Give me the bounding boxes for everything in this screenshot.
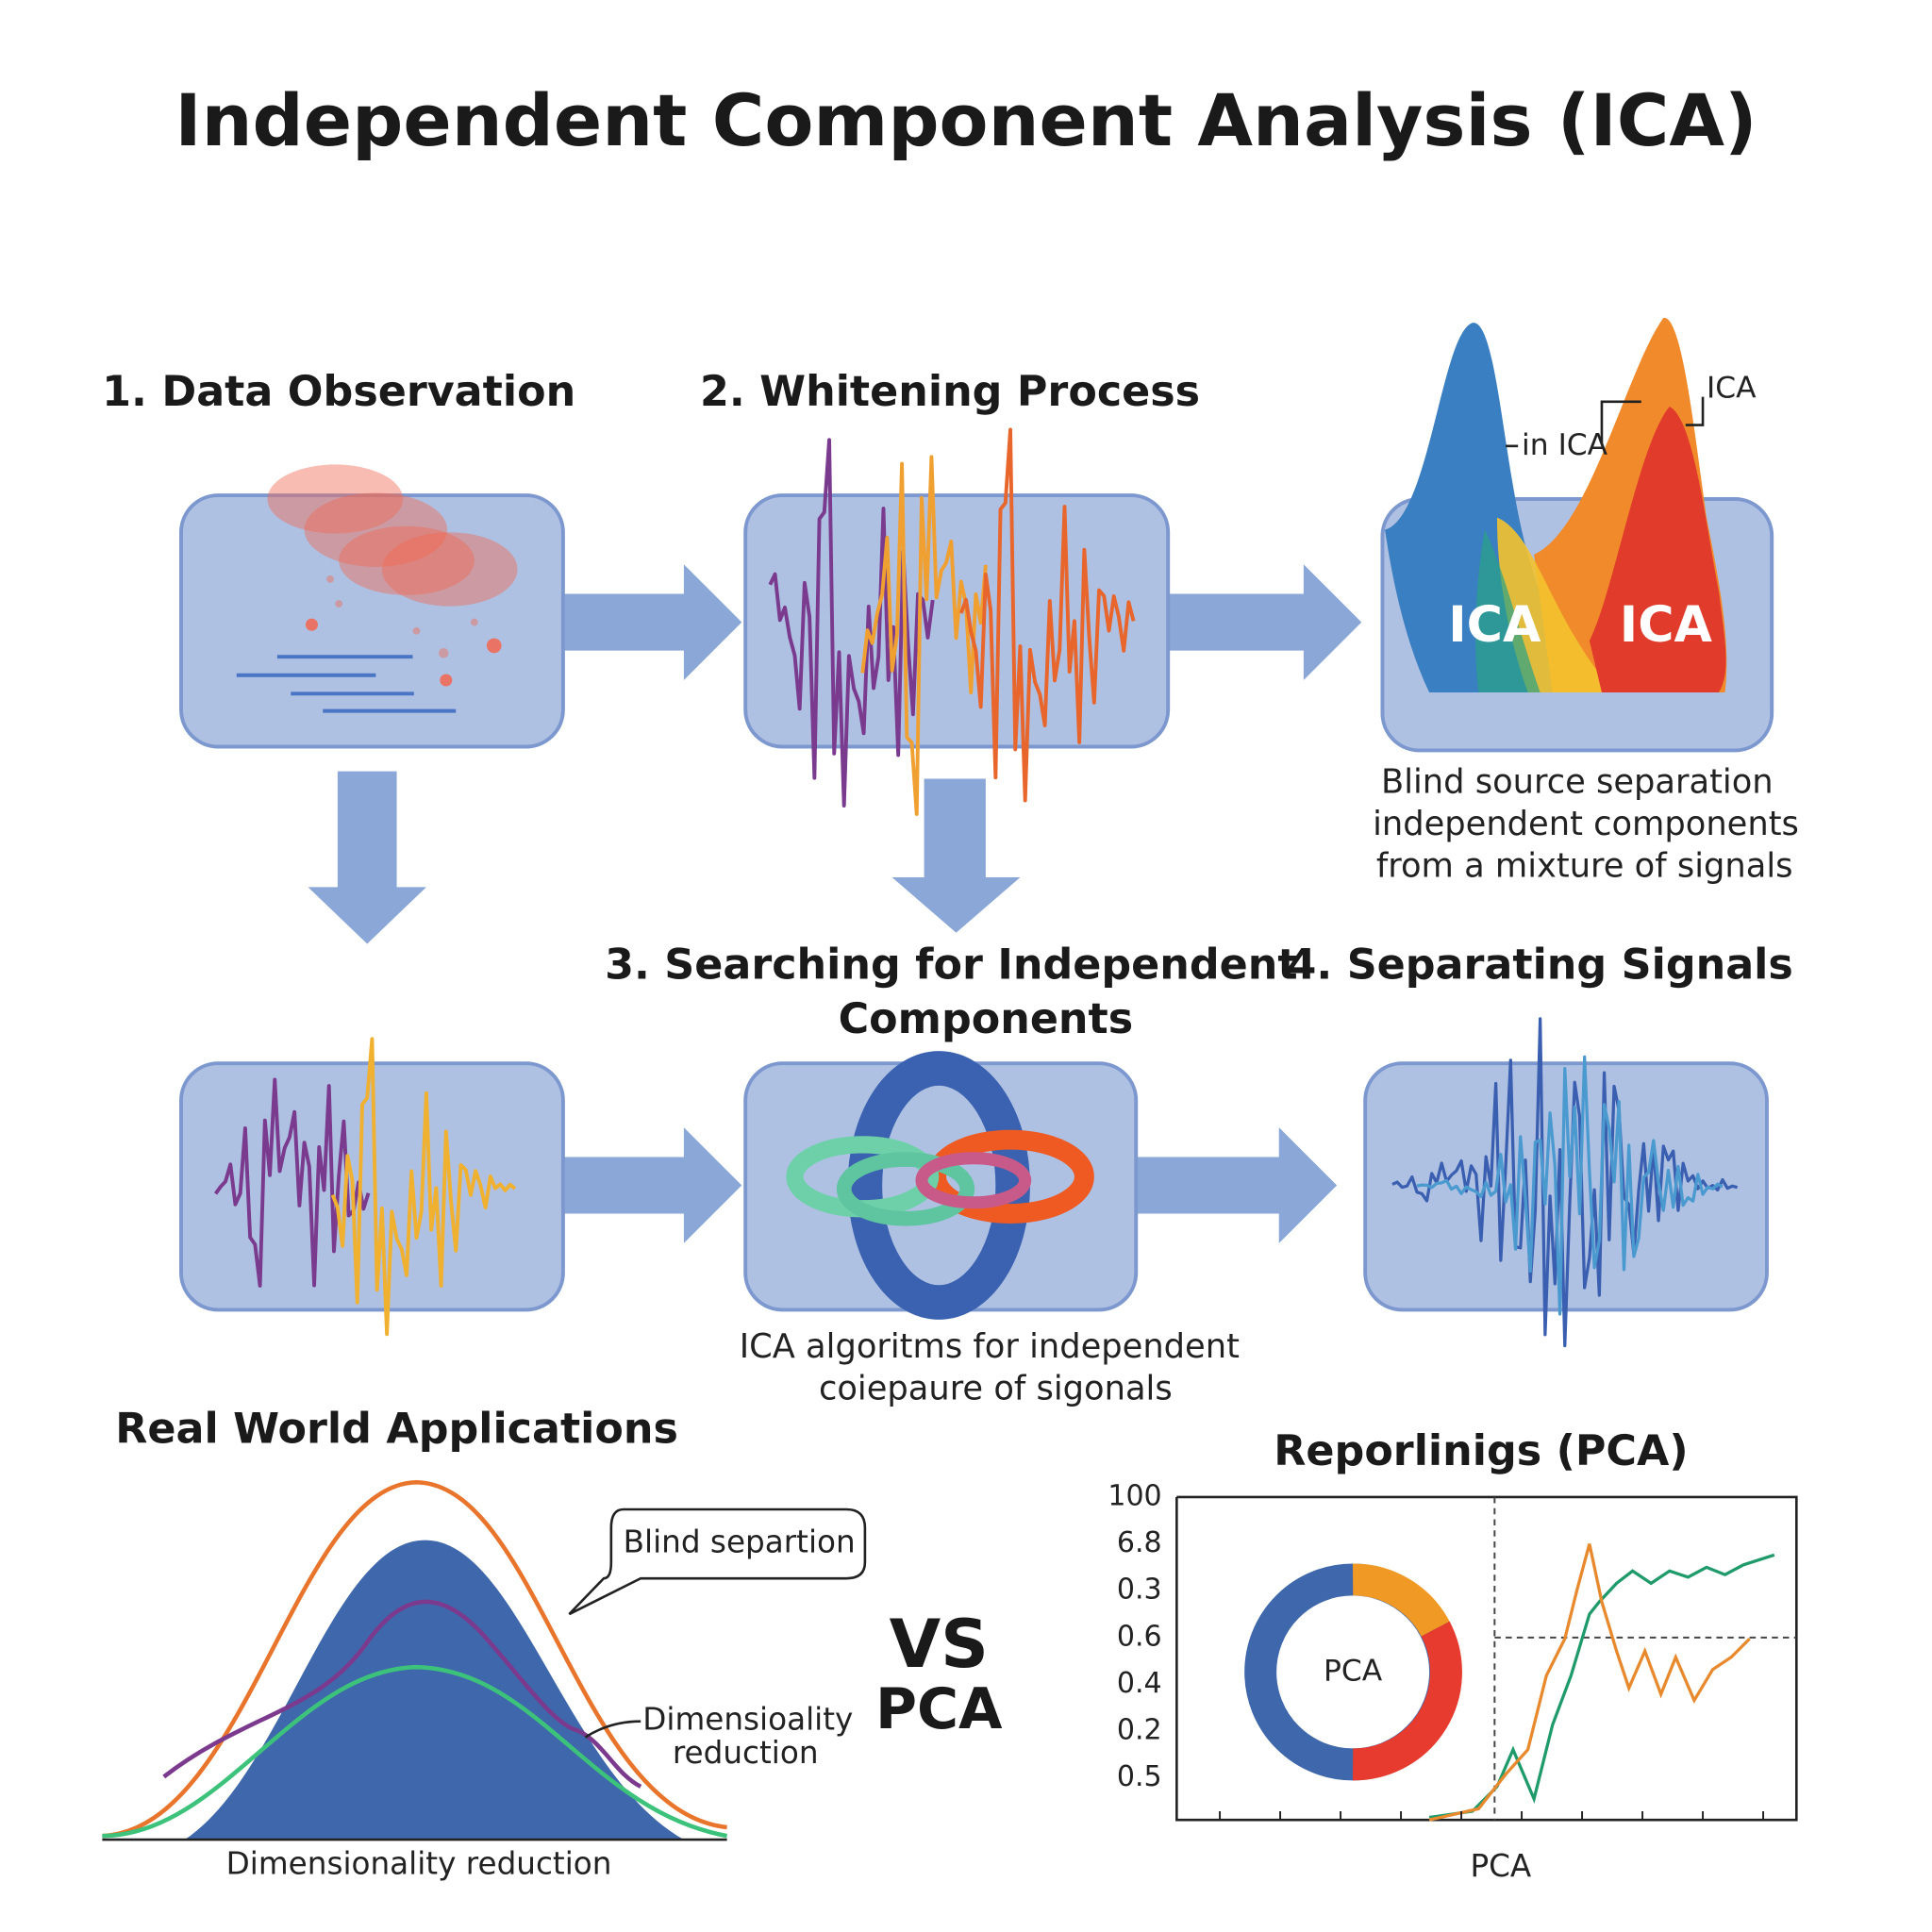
waveform [958, 427, 1136, 803]
annotation: reduction [673, 1735, 819, 1771]
caption: independent components [1373, 805, 1799, 843]
caption: from a mixture of signals [1376, 847, 1793, 886]
section-heading: Real World Applications [115, 1406, 678, 1454]
title: Independent Component Analysis (ICA) [175, 79, 1757, 162]
step-heading: 3. Searching for Independent [605, 941, 1297, 989]
peak-inner-label: ICA [1620, 597, 1713, 654]
bell-curves [102, 1479, 867, 1841]
versus: VS [890, 1606, 989, 1683]
peak-inner-label: ICA [1448, 597, 1541, 654]
step-heading: Components [839, 995, 1134, 1043]
donut-label: PCA [1324, 1654, 1383, 1688]
axis-label: PCA [1470, 1848, 1531, 1884]
peak-label: ICA [1707, 372, 1757, 406]
waveform [1416, 1055, 1724, 1316]
y-tick-label: 0.4 [1117, 1667, 1162, 1700]
axis-label: Dimensionality reduction [226, 1845, 612, 1881]
versus: PCA [875, 1676, 1003, 1742]
arrow-right [1136, 1127, 1338, 1243]
arrow-down [308, 771, 426, 944]
waveform [213, 1077, 371, 1288]
y-tick-label: 0.5 [1117, 1760, 1162, 1793]
panel [179, 493, 565, 749]
y-tick-label: 100 [1108, 1479, 1161, 1512]
y-tick-label: 0.6 [1117, 1620, 1162, 1653]
y-tick-label: 0.2 [1117, 1714, 1162, 1747]
step-heading: 4. Separating Signals [1288, 941, 1793, 989]
arrow-right [562, 1127, 742, 1243]
caption: Blind source separation [1381, 763, 1774, 802]
peak-label: in ICA [1522, 428, 1608, 462]
y-tick-label: 6.8 [1117, 1526, 1162, 1559]
arrow-right [1168, 564, 1362, 680]
waveforms [213, 427, 1739, 1348]
section-heading: Reporlinigs (PCA) [1274, 1427, 1688, 1475]
arrow-down [891, 778, 1021, 933]
caption: coiepaure of sigonals [819, 1369, 1173, 1407]
data-lines [236, 655, 457, 713]
arrows [308, 564, 1362, 1243]
cloud-icon [267, 464, 518, 687]
callout: Blind separtion [624, 1524, 856, 1560]
waveform [330, 1037, 517, 1337]
step-heading: 2. Whitening Process [700, 368, 1200, 416]
annotation: Dimensioality [642, 1702, 853, 1738]
waveform [1391, 1017, 1739, 1348]
pca-chart [1175, 1495, 1798, 1822]
arrow-right [562, 564, 742, 680]
step-heading: 1. Data Observation [102, 368, 575, 416]
y-axis: 100 6.8 0.3 0.6 0.4 0.2 0.5 [1108, 1479, 1765, 1821]
peak-shapes [1385, 317, 1727, 693]
ring-icon [786, 1051, 1094, 1320]
y-tick-label: 0.3 [1117, 1574, 1162, 1607]
caption: ICA algoritms for independent [740, 1327, 1240, 1366]
